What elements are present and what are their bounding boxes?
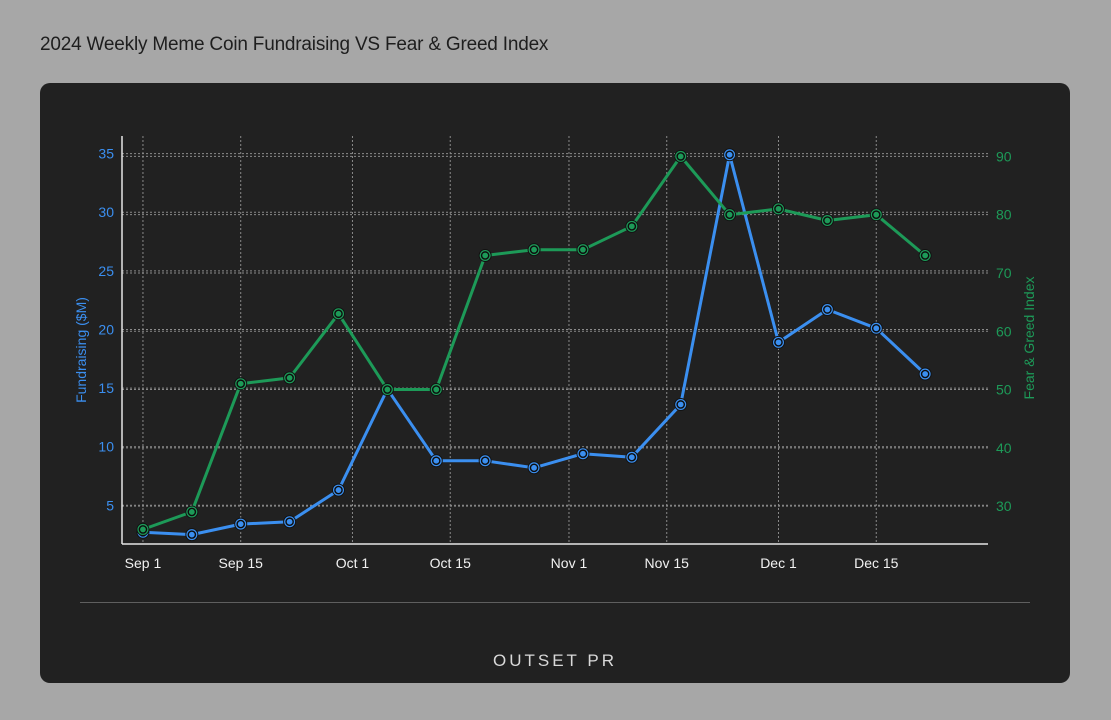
data-point-fear-greed[interactable] [332, 307, 345, 321]
data-point-fundraising[interactable] [918, 367, 932, 381]
data-point-fundraising[interactable] [674, 397, 688, 411]
y-axis-right-label: Fear & Greed Index [1021, 277, 1037, 400]
data-point-fear-greed[interactable] [771, 202, 785, 216]
y-left-tick-label: 15 [98, 380, 114, 396]
outset-pr-logo: OUTSET PR [493, 651, 617, 670]
page-title: 2024 Weekly Meme Coin Fundraising VS Fea… [40, 34, 549, 55]
data-point-fundraising[interactable] [625, 450, 639, 464]
data-point-fear-greed[interactable] [723, 208, 737, 222]
data-point-fundraising[interactable] [869, 321, 883, 335]
data-point-fundraising[interactable] [723, 148, 737, 162]
axes [121, 136, 988, 545]
y-left-tick-label: 10 [98, 439, 114, 455]
y-left-tick-label: 5 [106, 497, 114, 513]
series [136, 148, 932, 542]
y-right-tick-label: 90 [996, 148, 1012, 164]
divider [80, 602, 1030, 603]
y-left-tick-label: 30 [98, 204, 114, 220]
y-right-tick-label: 60 [996, 323, 1012, 339]
data-point-fear-greed[interactable] [283, 371, 297, 385]
y-left-tick-label: 25 [98, 263, 114, 279]
y-axis-left-label: Fundraising ($M) [73, 297, 89, 403]
data-point-fundraising[interactable] [283, 515, 297, 529]
data-point-fundraising[interactable] [429, 454, 443, 468]
y-right-tick-label: 30 [996, 498, 1012, 514]
x-tick-label: Sep 1 [125, 555, 162, 571]
data-point-fundraising[interactable] [478, 454, 492, 468]
data-point-fear-greed[interactable] [136, 522, 150, 536]
x-tick-label: Dec 15 [854, 555, 899, 571]
y-right-tick-label: 70 [996, 265, 1012, 281]
data-point-fundraising[interactable] [234, 517, 248, 531]
data-point-fundraising[interactable] [185, 528, 199, 542]
data-point-fundraising[interactable] [332, 483, 345, 497]
data-point-fear-greed[interactable] [625, 219, 639, 233]
x-tick-label: Nov 1 [551, 555, 588, 571]
x-tick-label: Nov 15 [645, 555, 690, 571]
y-left-tick-label: 35 [98, 146, 114, 162]
chart-svg: 5 10 15 20 25 30 35 30 40 50 60 70 80 90 Sep 1 Sep 15 Oc… [73, 136, 1037, 571]
data-point-fear-greed[interactable] [380, 383, 394, 397]
data-point-fear-greed[interactable] [234, 377, 248, 391]
x-tick-label: Sep 15 [219, 555, 264, 571]
y-right-tick-label: 40 [996, 440, 1012, 456]
data-point-fear-greed[interactable] [820, 214, 834, 228]
data-point-fear-greed[interactable] [918, 248, 932, 262]
data-point-fundraising[interactable] [820, 303, 834, 317]
data-point-fear-greed[interactable] [869, 208, 883, 222]
data-point-fear-greed[interactable] [674, 149, 688, 163]
data-point-fear-greed[interactable] [527, 243, 541, 257]
data-point-fear-greed[interactable] [576, 243, 590, 257]
data-point-fear-greed[interactable] [478, 248, 492, 262]
data-point-fear-greed[interactable] [185, 505, 199, 519]
data-point-fundraising[interactable] [576, 447, 590, 461]
x-tick-label: Oct 1 [336, 555, 370, 571]
data-point-fundraising[interactable] [527, 461, 541, 475]
y-right-tick-label: 80 [996, 207, 1012, 223]
x-tick-label: Dec 1 [760, 555, 797, 571]
y-left-tick-label: 20 [98, 321, 114, 337]
tick-labels: 5 10 15 20 25 30 35 30 40 50 60 70 80 90 Sep 1 Sep 15 Oc… [98, 146, 1011, 571]
x-tick-label: Oct 15 [430, 555, 471, 571]
y-right-tick-label: 50 [996, 382, 1012, 398]
data-point-fundraising[interactable] [771, 335, 785, 349]
data-point-fear-greed[interactable] [429, 383, 443, 397]
chart-card: 5 10 15 20 25 30 35 30 40 50 60 70 80 90 Sep 1 Sep 15 Oc… [40, 83, 1070, 683]
grid [122, 136, 988, 544]
